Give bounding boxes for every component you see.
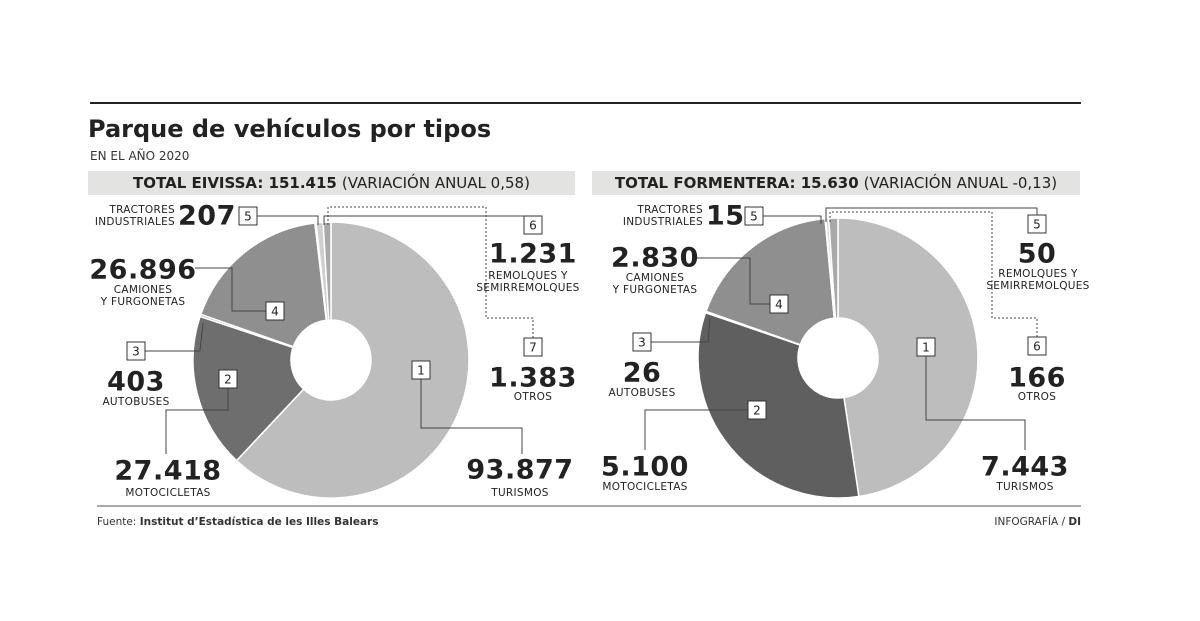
category-label: MOTOCICLETAS	[602, 480, 688, 493]
value-label: 26	[622, 357, 662, 389]
value-label: 1.231	[489, 238, 577, 270]
slice	[322, 221, 332, 321]
slice-number: 5	[750, 210, 758, 224]
number-box	[238, 206, 258, 226]
number-box	[916, 337, 936, 357]
number-box	[744, 206, 764, 226]
number-box	[1027, 214, 1047, 234]
slice-number: 6	[529, 219, 537, 233]
number-box	[411, 360, 431, 380]
value-label: 2.830	[611, 242, 699, 274]
value-label: 27.418	[114, 455, 222, 487]
value-label: 403	[107, 366, 165, 398]
slice-number: 4	[775, 298, 783, 312]
leader-line	[651, 317, 711, 343]
value-label: 7.443	[981, 451, 1069, 483]
chart-header: TOTAL FORMENTERA: 15.630 (VARIACIÓN ANUAL…	[592, 171, 1080, 195]
slice-number: 2	[753, 404, 761, 418]
category-label: AUTOBUSES	[608, 386, 676, 399]
number-box	[523, 215, 543, 235]
credit: INFOGRAFÍA / DI	[994, 515, 1081, 528]
category-label: REMOLQUES Y SEMIRREMOLQUES	[476, 269, 580, 294]
slice-number: 5	[244, 210, 252, 224]
number-box	[769, 294, 789, 314]
slice-number: 5	[1033, 218, 1041, 232]
value-label: 166	[1008, 362, 1066, 394]
category-label: REMOLQUES Y SEMIRREMOLQUES	[986, 267, 1090, 292]
slice-number: 3	[132, 345, 140, 359]
value-label: 5.100	[601, 451, 689, 483]
value-label: 93.877	[466, 454, 574, 486]
leader-line	[763, 215, 822, 224]
chart-subtitle: (VARIACIÓN ANUAL 0,58)	[341, 174, 530, 192]
category-label: CAMIONES Y FURGONETAS	[612, 271, 698, 296]
slice	[705, 217, 836, 346]
subtitle: EN EL AÑO 2020	[90, 148, 189, 163]
slice	[199, 222, 328, 348]
slice-number: 1	[922, 341, 930, 355]
source-label: Fuente:	[97, 516, 136, 528]
source: Fuente: Institut d’Estadística de les Il…	[97, 516, 378, 528]
chart-subtitle: (VARIACIÓN ANUAL -0,13)	[863, 174, 1058, 192]
slice-number: 2	[224, 373, 232, 387]
value-label: 15	[706, 200, 745, 232]
chart-header: TOTAL EIVISSA: 151.415 (VARIACIÓN ANUAL 0…	[88, 171, 575, 195]
title: Parque de vehículos por tipos	[88, 115, 491, 143]
value-label: 50	[1017, 238, 1057, 270]
category-label: TURISMOS	[491, 486, 549, 499]
leader-line	[825, 207, 1038, 222]
slice-number: 4	[271, 305, 279, 319]
leader-line	[327, 206, 534, 338]
number-box	[218, 369, 238, 389]
leader-line	[420, 379, 523, 454]
slice	[192, 315, 305, 462]
value-label: 1.383	[489, 362, 577, 394]
slice-number: 6	[1033, 340, 1041, 354]
credit-name: DI	[1068, 516, 1081, 528]
source-name: Institut d’Estadística de les Illes Bale…	[140, 516, 379, 528]
slice	[837, 217, 979, 498]
slice-number: 3	[638, 336, 646, 350]
leader-line	[195, 267, 266, 312]
number-box	[632, 332, 652, 352]
chart-title: TOTAL FORMENTERA: 15.630	[614, 174, 859, 192]
number-box	[523, 337, 543, 357]
leader-line	[323, 215, 533, 225]
slice-number: 7	[529, 341, 537, 355]
leader-line	[925, 356, 1026, 450]
slice	[697, 311, 860, 499]
category-label: TRACTORES INDUSTRIALES	[622, 203, 703, 228]
number-box	[265, 301, 285, 321]
slice	[235, 221, 470, 499]
value-label: 207	[178, 200, 236, 232]
category-label: MOTOCICLETAS	[125, 486, 211, 499]
value-label: 26.896	[89, 254, 197, 286]
credit-label: INFOGRAFÍA /	[994, 515, 1065, 528]
category-label: AUTOBUSES	[102, 395, 170, 408]
number-box	[747, 400, 767, 420]
leader-line	[145, 322, 204, 352]
slice	[827, 217, 839, 319]
leader-line	[644, 409, 748, 450]
category-label: TRACTORES INDUSTRIALES	[94, 203, 175, 228]
category-label: TURISMOS	[996, 480, 1054, 493]
leader-line	[693, 257, 770, 305]
number-box	[1027, 336, 1047, 356]
leader-line	[257, 215, 319, 225]
number-box	[126, 341, 146, 361]
chart-title: TOTAL EIVISSA: 151.415	[133, 174, 337, 192]
leader-line	[829, 211, 1038, 337]
leader-line	[165, 388, 229, 454]
slice-number: 1	[417, 364, 425, 378]
category-label: OTROS	[513, 390, 553, 403]
category-label: OTROS	[1017, 390, 1057, 403]
category-label: CAMIONES Y FURGONETAS	[100, 283, 186, 308]
